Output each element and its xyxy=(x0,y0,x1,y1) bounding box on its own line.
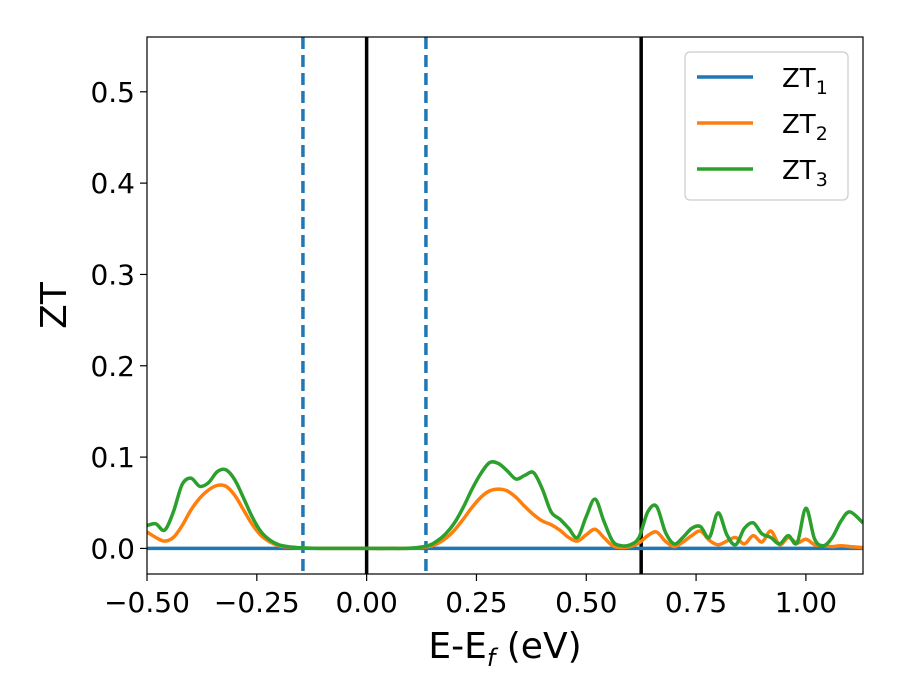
y-tick-label: 0.2 xyxy=(90,350,135,383)
series-lines xyxy=(147,460,863,551)
legend-box xyxy=(684,51,849,201)
x-tick-label: 0.00 xyxy=(335,586,397,619)
y-tick-label: 0.1 xyxy=(90,441,135,474)
y-tick-label: 0.4 xyxy=(90,167,135,200)
x-axis-ticks: −0.50 −0.25 0.00 0.25 0.50 0.75 1.00 xyxy=(104,574,837,619)
legend: ZT1 ZT2 ZT3 xyxy=(684,51,849,201)
x-axis-title-unit: (eV) xyxy=(495,626,581,667)
x-axis-title: E-Ef (eV) xyxy=(428,626,581,672)
x-tick-label: 0.75 xyxy=(665,586,727,619)
x-tick-label: 1.00 xyxy=(775,586,837,619)
plot-area-frame xyxy=(146,36,864,575)
x-tick-label: −0.25 xyxy=(214,586,300,619)
reference-lines xyxy=(301,37,643,574)
y-tick-label: 0.3 xyxy=(90,258,135,291)
y-tick-label: 0.0 xyxy=(90,532,135,565)
x-tick-label: 0.25 xyxy=(445,586,507,619)
legend-label-zt3: ZT3 xyxy=(782,156,828,191)
series-line-zt3 xyxy=(147,460,863,551)
x-tick-label: −0.50 xyxy=(104,586,190,619)
legend-label-zt1: ZT1 xyxy=(782,64,828,99)
y-axis-title: ZT xyxy=(34,281,75,329)
y-tick-label: 0.5 xyxy=(90,76,135,109)
series-line-zt2 xyxy=(147,483,863,551)
x-tick-label: 0.50 xyxy=(555,586,617,619)
x-axis-title-main: E-E xyxy=(428,626,486,667)
y-axis-ticks: 0.0 0.1 0.2 0.3 0.4 0.5 xyxy=(90,76,147,565)
legend-label-zt2: ZT2 xyxy=(782,110,828,145)
